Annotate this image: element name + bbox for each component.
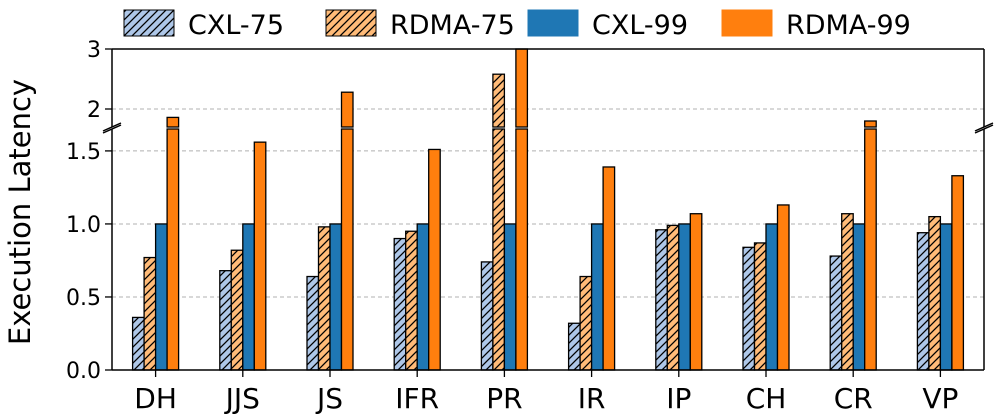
bar [590, 223, 604, 371]
bar [503, 223, 517, 371]
legend-swatch [721, 9, 773, 37]
bar-hatch [318, 226, 330, 370]
bar-hatch [580, 276, 592, 370]
bar [852, 223, 866, 371]
x-tick-label: JS [315, 382, 343, 415]
bar [428, 148, 441, 371]
bar [340, 128, 354, 371]
bar-hatch [928, 216, 941, 370]
bars [131, 48, 965, 371]
legend-swatch-hatch [326, 10, 376, 36]
bar [951, 175, 965, 371]
bar-upper-hatch [492, 74, 505, 127]
ticks: 0.0 0.5 1.0 1.5 2 3 DH JJS JS IFR PR IR IP CH CR VP [66, 38, 958, 415]
bar-hatch [754, 242, 766, 370]
bar-upper [515, 48, 529, 128]
bar-hatch [655, 229, 668, 370]
bar-hatch [667, 225, 679, 370]
bar [416, 223, 430, 371]
axes [102, 48, 994, 371]
legend-swatch-hatch [124, 10, 174, 36]
bar-hatch [132, 317, 145, 370]
gridlines [112, 108, 984, 298]
y-axis-label: Execution Latency [3, 79, 37, 345]
x-tick-label: CR [834, 382, 873, 415]
bar-hatch [394, 238, 406, 370]
bar [154, 223, 168, 371]
y-tick-label: 0.0 [66, 359, 101, 384]
y-tick-label: 1.0 [66, 213, 101, 238]
bar [939, 223, 953, 371]
bar-upper [340, 91, 354, 128]
bar-hatch [830, 256, 842, 370]
bar [515, 128, 529, 371]
axis-break-mark [974, 124, 994, 134]
bar-hatch [481, 261, 493, 370]
x-tick-label: DH [134, 382, 177, 415]
axis-break-mark [974, 122, 994, 132]
legend: CXL-75 RDMA-75 CXL-99 RDMA-99 [123, 9, 911, 41]
bar [242, 223, 255, 371]
legend-label: RDMA-75 [390, 10, 515, 41]
y-tick-label: 1.5 [66, 140, 101, 165]
x-tick-label: IR [578, 382, 606, 415]
bar [602, 166, 616, 371]
bar [765, 223, 779, 371]
bar [864, 128, 877, 371]
x-tick-label: JJS [224, 382, 260, 415]
bar [253, 141, 267, 371]
axis-break-mark [102, 122, 122, 132]
bar-hatch [405, 231, 418, 370]
bar-upper [864, 120, 877, 128]
axis-break-mark [102, 124, 122, 134]
bar-hatch [917, 232, 929, 370]
y-tick-label: 2 [87, 98, 101, 123]
bar-hatch [743, 247, 755, 370]
x-tick-label: VP [922, 382, 958, 415]
y-tick-label: 3 [87, 38, 101, 63]
legend-label: RDMA-99 [786, 10, 911, 41]
x-tick-label: PR [486, 382, 522, 415]
bar [678, 223, 691, 371]
bar-hatch [841, 213, 854, 370]
x-tick-label: IFR [395, 382, 439, 415]
bar [329, 223, 343, 371]
bar-hatch [307, 276, 319, 370]
bar-upper [166, 116, 180, 128]
legend-swatch [527, 9, 579, 37]
y-tick-label: 0.5 [66, 286, 101, 311]
legend-label: CXL-99 [592, 10, 688, 41]
legend-label: CXL-75 [188, 10, 284, 41]
bar-hatch [568, 323, 581, 370]
x-tick-label: CH [746, 382, 787, 415]
bar-hatch [219, 270, 232, 370]
bar-hatch [144, 257, 156, 370]
bar-hatch [231, 250, 243, 370]
bar [776, 204, 790, 371]
bar [689, 213, 703, 371]
bar [166, 128, 180, 371]
x-tick-label: IP [666, 382, 691, 415]
bar-hatch [492, 129, 505, 370]
